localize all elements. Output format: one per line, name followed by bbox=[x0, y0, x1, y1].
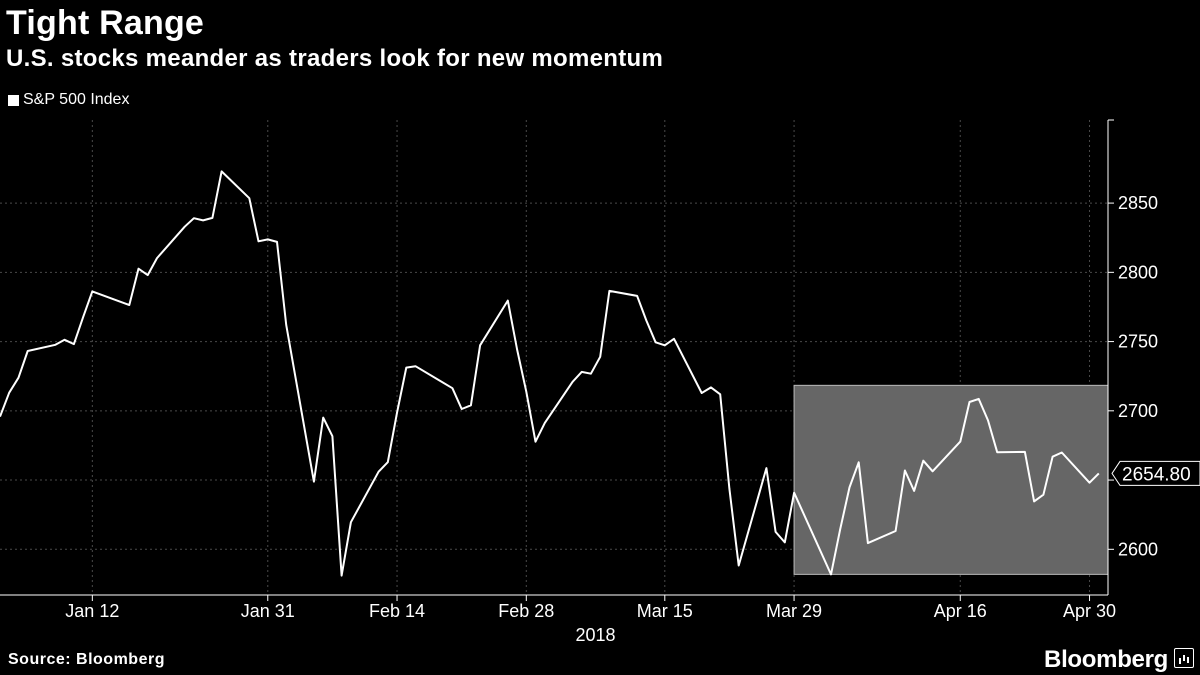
x-tick-label: Feb 14 bbox=[369, 601, 425, 621]
x-tick-label: Apr 16 bbox=[934, 601, 987, 621]
y-tick-label: 2600 bbox=[1118, 539, 1158, 559]
axes bbox=[0, 119, 1114, 601]
last-value-marker bbox=[1111, 460, 1200, 486]
x-year-label: 2018 bbox=[576, 625, 616, 645]
x-tick-label: Apr 30 bbox=[1063, 601, 1116, 621]
x-tick-label: Mar 29 bbox=[766, 601, 822, 621]
series-line-sp500 bbox=[0, 170, 1100, 577]
chart-subtitle: U.S. stocks meander as traders look for … bbox=[6, 45, 664, 72]
legend-swatch bbox=[8, 94, 19, 106]
y-tick-label: 2850 bbox=[1118, 193, 1158, 213]
chart-title: Tight Range bbox=[6, 4, 205, 42]
legend: S&P 500 Index bbox=[8, 91, 129, 109]
legend-label: S&P 500 Index bbox=[23, 91, 130, 108]
x-tick-label: Jan 12 bbox=[65, 601, 119, 621]
brand-logo: Bloomberg bbox=[1044, 646, 1168, 673]
highlight-box bbox=[793, 384, 1109, 575]
last-value-label: 2654.80 bbox=[1122, 464, 1191, 485]
y-tick-label: 2750 bbox=[1118, 332, 1158, 352]
y-tick-label: 2700 bbox=[1118, 401, 1158, 421]
x-tick-label: Feb 28 bbox=[498, 601, 554, 621]
chart-icon bbox=[1174, 648, 1194, 668]
x-tick-label: Jan 31 bbox=[241, 601, 295, 621]
tick-labels: 2600 2700 2750 2800 2850 Jan 12 Jan 31 Feb 14 Fe… bbox=[65, 193, 1200, 645]
x-tick-label: Mar 15 bbox=[637, 601, 693, 621]
source-note: Source: Bloomberg bbox=[8, 651, 165, 668]
y-tick-label: 2800 bbox=[1118, 262, 1158, 282]
